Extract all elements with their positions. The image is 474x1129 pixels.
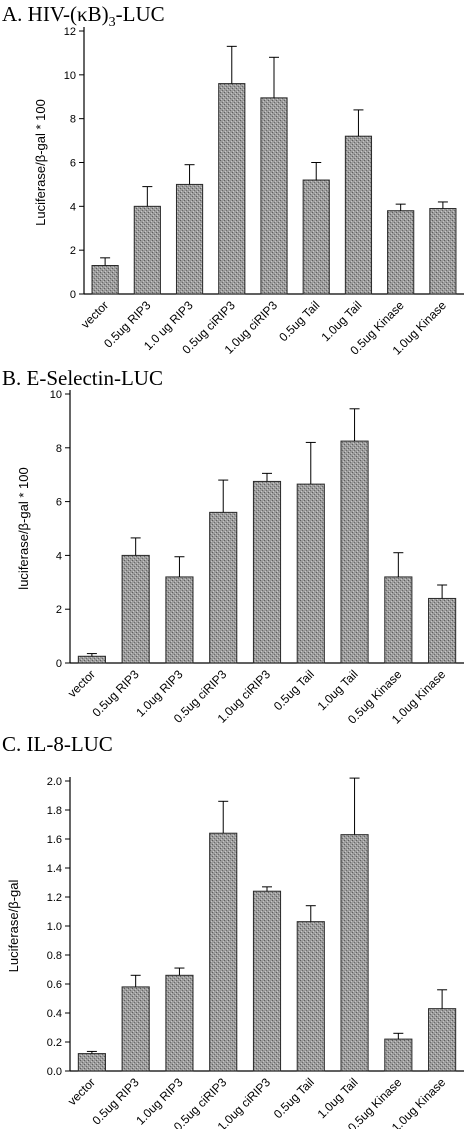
y-tick-label: 0.0 — [47, 1066, 62, 1078]
panel-a-title-main: A. HIV-(κB) — [2, 2, 109, 26]
bar — [428, 1008, 457, 1072]
y-tick-label: 10 — [64, 70, 76, 82]
panel-a-title-subscript: 3 — [109, 15, 116, 30]
panel-a-title: A. HIV-(κB)3-LUC — [2, 2, 165, 30]
y-tick-label: 1.2 — [47, 892, 62, 904]
y-tick-label: 0.6 — [47, 979, 62, 991]
bar — [340, 834, 369, 1072]
y-tick-label: 2.0 — [47, 776, 62, 788]
bar — [209, 511, 238, 664]
y-axis-title: Luciferase/β-gal — [6, 880, 21, 973]
y-tick-label: 0 — [56, 658, 62, 670]
y-axis-title: luciferase/β-gal * 100 — [16, 467, 31, 589]
bar — [384, 576, 413, 664]
y-tick-label: 6 — [70, 158, 76, 170]
bar — [429, 208, 457, 295]
y-tick-label: 4 — [56, 550, 62, 562]
y-tick-label: 0.8 — [47, 950, 62, 962]
bar — [344, 135, 373, 295]
y-tick-label: 12 — [64, 26, 76, 38]
x-tick-label: 1.0ug Tail — [315, 1075, 361, 1121]
bar — [387, 210, 415, 295]
bar — [302, 179, 330, 295]
x-tick-label: 0.5ug Tail — [271, 667, 317, 713]
y-tick-label: 1.4 — [47, 863, 62, 875]
bar — [218, 83, 246, 295]
y-tick-label: 2 — [56, 604, 62, 616]
x-tick-label: 0.5ug Tail — [271, 1075, 317, 1121]
bar — [121, 554, 150, 664]
bar — [252, 480, 282, 664]
y-tick-label: 10 — [50, 389, 62, 401]
y-tick-label: 1.0 — [47, 921, 62, 933]
bar — [77, 655, 106, 664]
y-axis-title: Luciferase/β-gal * 100 — [33, 99, 48, 226]
bar — [91, 265, 119, 295]
panel-a-title-suffix: -LUC — [116, 2, 165, 26]
x-tick-label: 1.0ug Tail — [315, 667, 361, 713]
bar — [175, 183, 204, 295]
bar — [77, 1053, 106, 1072]
y-tick-label: 6 — [56, 497, 62, 509]
y-tick-label: 0.2 — [47, 1037, 62, 1049]
panel-a-chart: 0 2 4 6 8 10 12 Luciferase/β-gal * 100 vector 0.5… — [33, 26, 464, 358]
x-tick-label: vector — [65, 667, 98, 700]
bar — [428, 597, 457, 664]
panel-c-title: C. IL-8-LUC — [2, 732, 113, 756]
y-tick-label: 1.6 — [47, 834, 62, 846]
y-tick-label: 1.8 — [47, 805, 62, 817]
bar — [133, 205, 161, 295]
panel-c-chart: 0.0 0.2 0.4 0.6 0.8 1.0 1.2 1.4 1.6 1.8 2.0 Lucifer… — [6, 776, 464, 1129]
bar — [384, 1038, 413, 1072]
y-tick-label: 0.4 — [47, 1008, 62, 1020]
y-tick-label: 2 — [70, 245, 76, 257]
bar — [209, 832, 238, 1072]
y-tick-label: 4 — [70, 201, 76, 213]
x-tick-label: vector — [65, 1075, 98, 1108]
bar — [296, 483, 325, 664]
bar — [260, 97, 288, 295]
x-tick-label: 0.5ug Tail — [276, 298, 322, 344]
bar — [296, 921, 325, 1072]
bar — [252, 890, 282, 1072]
bar — [340, 440, 369, 664]
y-tick-label: 8 — [56, 443, 62, 455]
bar — [165, 576, 194, 664]
panel-b-title: B. E-Selectin-LUC — [2, 366, 163, 390]
panel-b-chart: 0 2 4 6 8 10 luciferase/β-gal * 100 vector 0.5ug… — [16, 389, 464, 727]
y-tick-label: 8 — [70, 114, 76, 126]
y-tick-label: 0 — [70, 289, 76, 301]
bar — [165, 974, 194, 1072]
x-tick-label: vector — [78, 298, 111, 331]
bar — [121, 986, 150, 1072]
